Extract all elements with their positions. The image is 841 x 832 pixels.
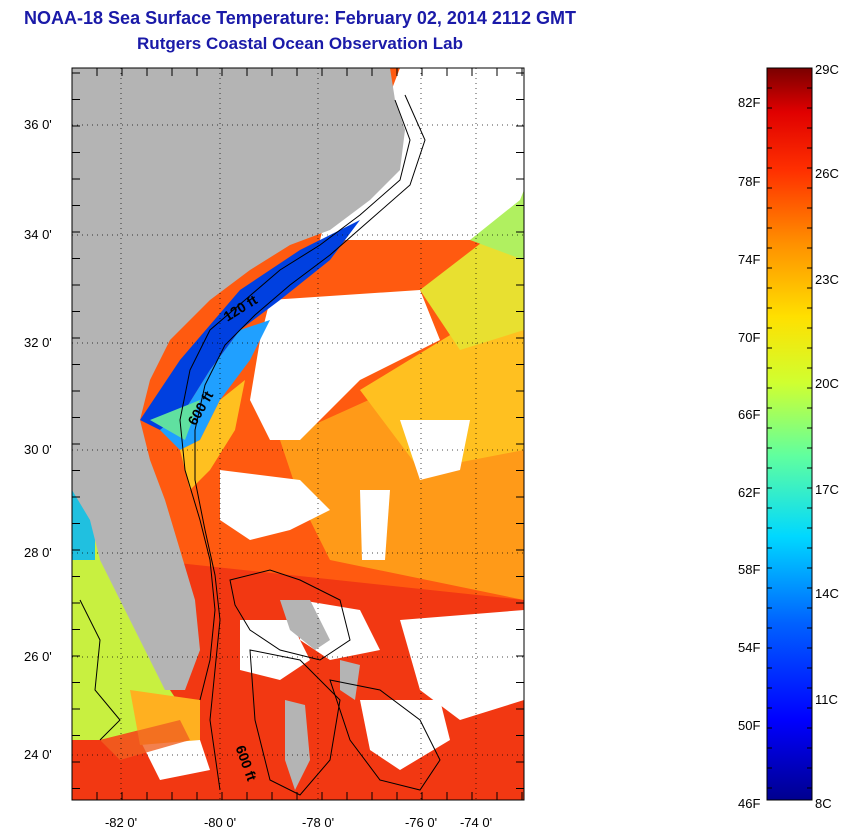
map-frame bbox=[71, 67, 525, 801]
lon-label-76: -76 0' bbox=[404, 815, 438, 830]
colorbar-f-label: 58F bbox=[738, 562, 761, 577]
colorbar-f-label: 46F bbox=[738, 796, 761, 811]
lon-label-82: -82 0' bbox=[104, 815, 138, 830]
colorbar-c-label: 8C bbox=[815, 796, 832, 811]
lat-label-36: 36 0' bbox=[24, 117, 52, 132]
lat-label-24: 24 0' bbox=[24, 747, 52, 762]
lon-label-80: -80 0' bbox=[203, 815, 237, 830]
lat-label-32: 32 0' bbox=[24, 335, 52, 350]
colorbar-f-label: 82F bbox=[738, 95, 761, 110]
colorbar-c-label: 11C bbox=[815, 692, 838, 707]
colorbar-f-label: 78F bbox=[738, 174, 761, 189]
colorbar-ticks bbox=[767, 67, 812, 789]
sst-field bbox=[72, 68, 524, 800]
colorbar-c-label: 17C bbox=[815, 482, 839, 497]
colorbar-f-label: 50F bbox=[738, 718, 761, 733]
colorbar-c-label: 14C bbox=[815, 586, 839, 601]
colorbar-f-label: 62F bbox=[738, 485, 761, 500]
map-gridlines bbox=[72, 68, 524, 800]
colorbar-c-label: 20C bbox=[815, 376, 839, 391]
map-title: NOAA-18 Sea Surface Temperature: Februar… bbox=[24, 8, 576, 28]
colorbar-c-label: 26C bbox=[815, 166, 839, 181]
lon-label-78: -78 0' bbox=[301, 815, 335, 830]
lat-label-34: 34 0' bbox=[24, 227, 52, 242]
colorbar-f-label: 66F bbox=[738, 407, 761, 422]
map-subtitle: Rutgers Coastal Ocean Observation Lab bbox=[137, 34, 463, 53]
colorbar-f-label: 54F bbox=[738, 640, 761, 655]
colorbar-c-label: 29C bbox=[815, 62, 839, 77]
lat-label-28: 28 0' bbox=[24, 545, 52, 560]
colorbar-c-label: 23C bbox=[815, 272, 839, 287]
colorbar-f-label: 70F bbox=[738, 330, 761, 345]
axis-ticks bbox=[71, 68, 524, 800]
lat-label-26: 26 0' bbox=[24, 649, 52, 664]
colorbar bbox=[766, 67, 813, 801]
colorbar-f-label: 74F bbox=[738, 252, 761, 267]
lat-label-30: 30 0' bbox=[24, 442, 52, 457]
lon-label-74: -74 0' bbox=[459, 815, 493, 830]
